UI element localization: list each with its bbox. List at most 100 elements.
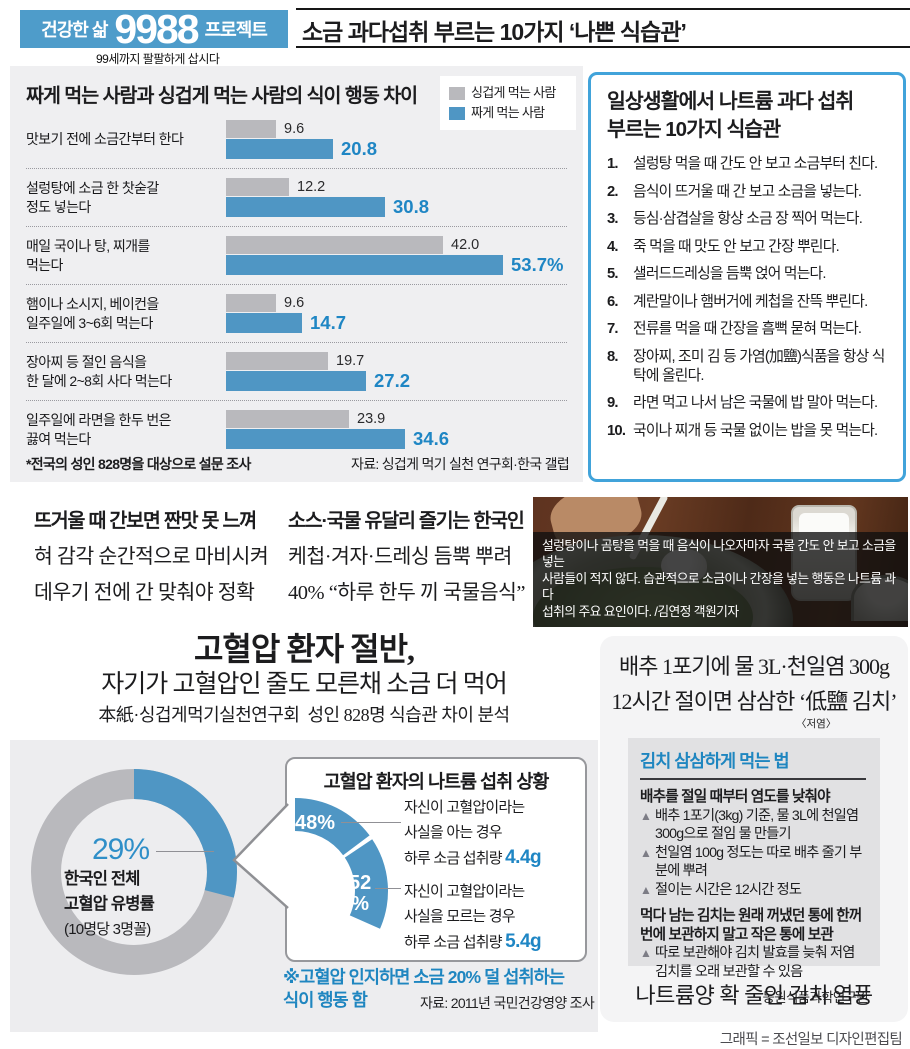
legend-swatch	[449, 106, 465, 120]
kimchi-bullet-text: 배추 1포기(3kg) 기준, 물 3L에 천일염 300g으로 절임 물 만들…	[655, 807, 859, 843]
habit-number: 6.	[607, 293, 619, 310]
bar-value: 42.0	[451, 236, 480, 253]
mid-text-line: 소스·국물 유달리 즐기는 한국인	[288, 510, 525, 532]
bar-value: 14.7	[310, 311, 347, 333]
habit-number: 5.	[607, 266, 619, 282]
chart-row-label: 일주일에 라면을 한두 번은 끓여 먹는다	[26, 411, 172, 447]
habit-item: 8. 장아찌, 조미 김 등 가염(加鹽)식품을 항상 식탁에 올린다.	[607, 348, 891, 386]
habit-item: 3. 등심·삼겹살을 항상 소금 장 찍어 먹는다.	[607, 210, 891, 229]
habits-title-line1: 일상생활에서 나트륨 과다 섭취	[607, 90, 854, 113]
kimchi-headline-ruby: 〈저염〉	[796, 718, 837, 730]
sodium-intake-callout: 고혈압 환자의 나트륨 섭취 상황 48% 52 % 자신이 고혈압이라는 사실…	[285, 757, 587, 962]
chart-row: 일주일에 라면을 한두 번은 끓여 먹는다 23.9 34.6	[26, 402, 567, 457]
callout-pointer	[232, 803, 289, 909]
habit-item: 2. 음식이 뜨거울 때 간 보고 소금을 넣는다.	[607, 183, 891, 202]
bar-salty	[226, 370, 366, 391]
chart-row-label: 맛보기 전에 소금간부터 한다	[26, 131, 184, 147]
known-amount: 4.4g	[505, 847, 542, 868]
title-rule-top	[296, 8, 910, 10]
row-separator	[26, 168, 567, 169]
hypertension-note: ※고혈압 인지하면 소금 20% 덜 섭취하는 식이 행동 함	[283, 967, 565, 1010]
chart-row: 맛보기 전에 소금간부터 한다 9.6 20.8	[26, 112, 567, 167]
mid-text-line: 케첩·겨자·드레싱 듬뿍 뿌려	[288, 546, 512, 568]
kimchi-headline-2: 12시간 절이면 삼삼한 ‘低鹽 김치’	[611, 689, 897, 714]
habit-item: 4. 죽 먹을 때 맛도 안 보고 간장 뿌린다.	[607, 238, 891, 257]
bar-salty	[226, 312, 302, 333]
donut-label: 한국인 전체 고혈압 유병률 (10명당 3명꼴)	[64, 867, 155, 942]
chart-row-label: 매일 국이나 탕, 찌개를 먹는다	[26, 237, 150, 273]
bar-value: 34.6	[413, 427, 450, 449]
mid-text-line: 데우기 전에 간 맞춰야 정확	[34, 582, 255, 604]
mid-text-line: 뜨거울 때 간보면 짠맛 못 느껴	[34, 510, 257, 532]
chart-row-label: 햄이나 소시지, 베이컨을 일주일에 3~6회 먹는다	[26, 295, 159, 331]
unknown-case-text: 자신이 고혈압이라는 사실을 모르는 경우 하루 소금 섭취량 5.4g	[404, 879, 584, 955]
habit-number: 3.	[607, 211, 619, 227]
bar-value: 9.6	[284, 294, 305, 311]
habits-title-line2: 부르는 10가지 식습관	[607, 118, 781, 141]
habit-number: 7.	[607, 321, 619, 337]
bar-bland	[226, 119, 276, 138]
row-separator	[26, 284, 567, 285]
kimchi-box-source: 동원식품과학연구원	[762, 990, 869, 1005]
habit-text: 계란말이나 햄버거에 케첩을 잔뜩 뿌린다.	[633, 293, 868, 310]
unknown-case-lines: 자신이 고혈압이라는 사실을 모르는 경우 하루 소금 섭취량	[404, 883, 525, 951]
arc-segment-known	[295, 798, 370, 856]
badge-text-right: 프로젝트	[204, 20, 268, 40]
mid-text-line: 혀 감각 순간적으로 마비시켜	[34, 546, 269, 568]
kimchi-bullet: ▲ 천일염 100g 정도는 따로 배추 줄기 부분에 뿌려	[640, 844, 868, 881]
bar-bland	[226, 351, 328, 370]
chart-row-label: 설렁탕에 소금 한 찻숟갈 정도 넣는다	[26, 179, 159, 215]
kimchi-panel: 배추 1포기에 물 3L·천일염 300g 12시간 절이면 삼삼한 ‘低鹽 김…	[600, 636, 908, 1022]
diet-behavior-chart: 짜게 먹는 사람과 싱겁게 먹는 사람의 식이 행동 차이 싱겁게 먹는 사람 짜…	[10, 66, 583, 482]
habit-text: 전류를 먹을 때 간장을 흠뻑 묻혀 먹는다.	[633, 321, 862, 337]
kimchi-bullet: ▲ 따로 보관해야 김치 발효를 늦춰 저염 김치를 오래 보관할 수 있음	[640, 944, 868, 981]
habit-number: 10.	[607, 422, 626, 439]
pointer-outline	[232, 803, 289, 909]
habit-number: 8.	[607, 348, 619, 365]
bar-value: 30.8	[393, 195, 430, 217]
mid-column-right: 소스·국물 유달리 즐기는 한국인 케첩·겨자·드레싱 듬뿍 뿌려 40% “하루 …	[288, 503, 538, 611]
habit-text: 설렁탕 먹을 때 간도 안 보고 소금부터 친다.	[633, 156, 878, 172]
legend-item: 짜게 먹는 사람	[449, 103, 567, 123]
bar-value: 12.2	[297, 178, 326, 195]
kimchi-bullet-text: 천일염 100g 정도는 따로 배추 줄기 부분에 뿌려	[655, 844, 862, 880]
chart-row-bars: 9.6 20.8	[218, 119, 567, 160]
bar-bland	[226, 293, 276, 312]
donut-leader-line	[156, 851, 214, 852]
kimchi-headline-1: 배추 1포기에 물 3L·천일염 300g	[619, 654, 890, 679]
kimchi-box-title: 김치 삼삼하게 먹는 법	[640, 748, 866, 780]
hypertension-headlines: 고혈압 환자 절반, 자기가 고혈압인 줄도 모른채 소금 더 먹어 本紙·싱겁…	[10, 630, 598, 729]
habit-item: 10. 국이나 찌개 등 국물 없이는 밥을 못 먹는다.	[607, 422, 891, 441]
sodium-habits-box: 일상생활에서 나트륨 과다 섭취 부르는 10가지 식습관 1. 설렁탕 먹을 때…	[588, 72, 906, 482]
project-badge: 건강한 삶 9988 프로젝트	[20, 6, 288, 52]
chart-row-bars: 12.2 30.8	[218, 177, 567, 218]
donut-value-arc	[31, 769, 237, 975]
page-title: 소금 과다섭취 부르는 10가지 ‘나쁜 식습관’	[302, 19, 687, 45]
bar-value: 53.7%	[511, 253, 564, 275]
habits-box-title: 일상생활에서 나트륨 과다 섭취 부르는 10가지 식습관	[607, 88, 891, 144]
donut-percent-label: 29%	[92, 833, 150, 866]
bar-value: 19.7	[336, 352, 365, 369]
chart-row-bars: 23.9 34.6	[218, 409, 567, 450]
hypertension-subhead: 本紙·싱겁게먹기실천연구회 성인 828명 식습관 차이 분석	[98, 705, 510, 725]
triangle-bullet-icon: ▲	[640, 845, 652, 860]
chart-row: 장아찌 등 절인 음식을 한 달에 2~8회 사다 먹는다 19.7 27.2	[26, 344, 567, 399]
chart-legend: 싱겁게 먹는 사람 짜게 먹는 사람	[440, 76, 576, 130]
habit-item: 7. 전류를 먹을 때 간장을 흠뻑 묻혀 먹는다.	[607, 320, 891, 339]
badge-number: 9988	[114, 6, 199, 52]
badge-slogan: 99세까지 팔팔하게 삽시다	[96, 52, 220, 66]
chart-row: 햄이나 소시지, 베이컨을 일주일에 3~6회 먹는다 9.6 14.7	[26, 286, 567, 341]
row-separator	[26, 342, 567, 343]
chart-title: 짜게 먹는 사람과 싱겁게 먹는 사람의 식이 행동 차이	[26, 85, 418, 107]
triangle-bullet-icon: ▲	[640, 808, 652, 823]
photo-caption: 설렁탕이나 곰탕을 먹을 때 음식이 나오자마자 국물 간도 안 보고 소금을 …	[533, 531, 908, 627]
bar-bland	[226, 409, 349, 428]
soup-salt-photo: 설렁탕이나 곰탕을 먹을 때 음식이 나오자마자 국물 간도 안 보고 소금을 …	[533, 497, 908, 627]
habit-text: 죽 먹을 때 맛도 안 보고 간장 뿌린다.	[633, 238, 840, 255]
kimchi-bullet-text: 따로 보관해야 김치 발효를 늦춰 저염 김치를 오래 보관할 수 있음	[655, 945, 855, 980]
chart-row: 매일 국이나 탕, 찌개를 먹는다 42.0 53.7%	[26, 228, 567, 283]
hypertension-source: 자료: 2011년 국민건강영양 조사	[420, 995, 595, 1011]
arc-label-52: 52 %	[349, 872, 372, 915]
triangle-bullet-icon: ▲	[640, 882, 652, 897]
